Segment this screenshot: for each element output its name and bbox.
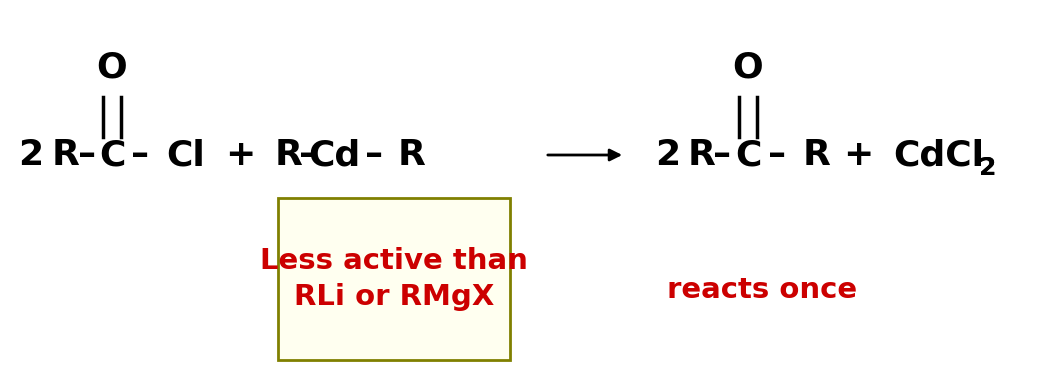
Text: +: + [842,138,873,172]
Text: –: – [768,138,786,172]
Text: R: R [803,138,831,172]
Text: –: – [131,138,149,172]
Text: R: R [398,138,426,172]
Text: O: O [733,51,763,85]
Text: reacts once: reacts once [667,276,857,304]
Text: R: R [688,138,716,172]
Text: 2: 2 [18,138,43,172]
Text: 2: 2 [655,138,680,172]
Text: Less active than
RLi or RMgX: Less active than RLi or RMgX [260,247,527,311]
Text: –: – [365,138,383,172]
Text: R: R [52,138,80,172]
Text: –: – [299,138,317,172]
Text: –: – [712,138,731,172]
Text: –: – [78,138,96,172]
Text: CdCl: CdCl [893,138,984,172]
Text: O: O [96,51,128,85]
Bar [278,198,509,360]
Text: Cl: Cl [166,138,205,172]
Text: +: + [225,138,255,172]
Text: Cd: Cd [308,138,360,172]
Text: 2: 2 [979,156,997,180]
Text: C: C [735,138,761,172]
Text: C: C [98,138,125,172]
Text: 2: 2 [979,156,997,180]
Text: R: R [275,138,303,172]
